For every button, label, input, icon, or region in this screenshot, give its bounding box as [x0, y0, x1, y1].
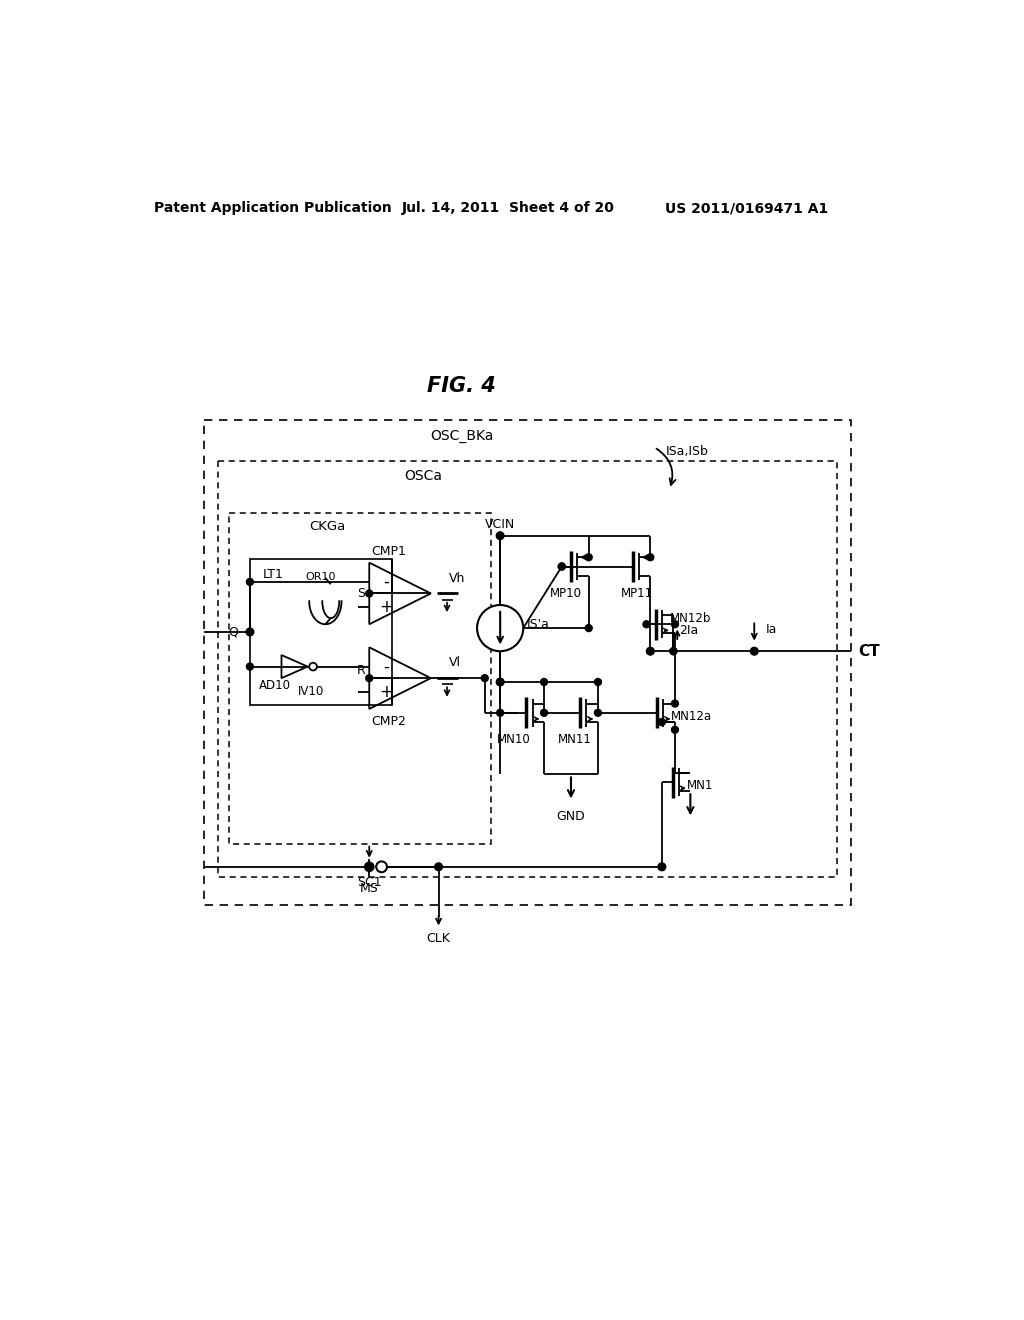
Circle shape	[365, 862, 374, 871]
Bar	[217, 461, 838, 876]
Circle shape	[646, 647, 654, 655]
Circle shape	[247, 663, 253, 671]
Circle shape	[435, 863, 442, 871]
Bar	[204, 420, 851, 906]
Circle shape	[497, 532, 504, 540]
Text: MN12b: MN12b	[670, 611, 711, 624]
Circle shape	[309, 663, 316, 671]
Text: MP11: MP11	[622, 587, 653, 601]
Text: 2Ia: 2Ia	[680, 624, 698, 638]
Text: MN10: MN10	[497, 733, 530, 746]
Text: CMP1: CMP1	[371, 545, 406, 558]
Circle shape	[247, 578, 253, 585]
Text: US 2011/0169471 A1: US 2011/0169471 A1	[665, 202, 828, 215]
Text: OR10: OR10	[305, 572, 336, 582]
Text: OSCa: OSCa	[404, 469, 442, 483]
Circle shape	[481, 675, 488, 681]
Text: IS'a: IS'a	[527, 618, 550, 631]
Text: MP10: MP10	[550, 587, 582, 601]
Circle shape	[497, 678, 504, 686]
Text: -: -	[383, 657, 389, 676]
Text: CT: CT	[858, 644, 880, 659]
Text: S: S	[357, 587, 366, 601]
Text: CMP2: CMP2	[371, 714, 406, 727]
Bar	[250, 558, 392, 705]
Circle shape	[672, 726, 679, 733]
Circle shape	[541, 678, 548, 685]
Circle shape	[558, 564, 565, 570]
Text: Patent Application Publication: Patent Application Publication	[155, 202, 392, 215]
Text: GND: GND	[557, 810, 586, 824]
Text: ISa,ISb: ISa,ISb	[666, 445, 709, 458]
Text: Jul. 14, 2011  Sheet 4 of 20: Jul. 14, 2011 Sheet 4 of 20	[401, 202, 614, 215]
Circle shape	[595, 709, 601, 717]
Text: MS: MS	[359, 882, 379, 895]
Text: CKGa: CKGa	[309, 520, 345, 533]
Circle shape	[658, 718, 666, 726]
Text: Ia: Ia	[766, 623, 777, 636]
Circle shape	[658, 863, 666, 871]
Circle shape	[366, 590, 373, 597]
Circle shape	[586, 624, 592, 631]
Circle shape	[595, 678, 601, 685]
Text: R: R	[356, 664, 366, 677]
Circle shape	[670, 648, 677, 655]
Text: VCIN: VCIN	[485, 519, 515, 532]
Circle shape	[376, 862, 387, 873]
Circle shape	[541, 709, 548, 717]
Circle shape	[672, 700, 679, 708]
Text: Vl: Vl	[449, 656, 461, 669]
Text: OSC_BKa: OSC_BKa	[430, 429, 494, 442]
Text: LT1: LT1	[262, 568, 284, 581]
Text: CLK: CLK	[427, 932, 451, 945]
Circle shape	[672, 620, 679, 628]
Bar	[229, 512, 490, 843]
Circle shape	[670, 648, 677, 655]
Text: Vh: Vh	[449, 572, 465, 585]
Circle shape	[497, 709, 504, 717]
Circle shape	[647, 554, 653, 561]
Circle shape	[477, 605, 523, 651]
Text: Q: Q	[228, 626, 239, 639]
Text: +: +	[379, 682, 393, 701]
Circle shape	[558, 564, 565, 570]
Text: IV10: IV10	[298, 685, 324, 698]
Text: SC1: SC1	[357, 875, 382, 888]
Text: MN1: MN1	[686, 779, 713, 792]
Text: +: +	[379, 598, 393, 616]
Circle shape	[643, 620, 650, 628]
Circle shape	[586, 554, 592, 561]
Circle shape	[751, 647, 758, 655]
Text: MN12a: MN12a	[671, 710, 713, 723]
Circle shape	[246, 628, 254, 636]
Text: AD10: AD10	[259, 680, 291, 693]
Circle shape	[366, 675, 373, 681]
Text: FIG. 4: FIG. 4	[427, 376, 496, 396]
Text: MN11: MN11	[558, 733, 592, 746]
Text: -: -	[383, 573, 389, 591]
